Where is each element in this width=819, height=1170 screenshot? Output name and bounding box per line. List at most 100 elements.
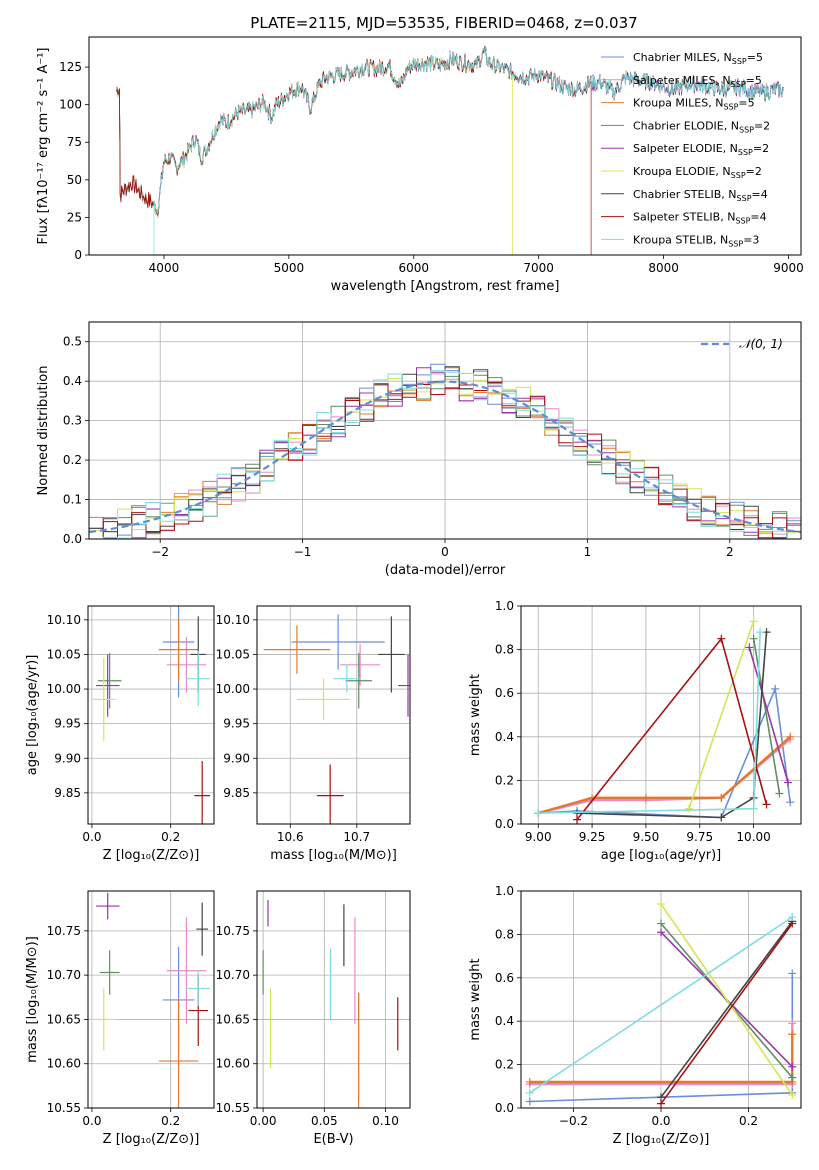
y-axis-label: Flux [fλ10⁻¹⁷ erg cm⁻² s⁻¹ A⁻¹] [36, 48, 51, 245]
x-axis-label: E(B-V) [313, 1132, 353, 1147]
y-tick-label: 0.4 [63, 374, 82, 388]
weight-marker-salpeter_stelib [717, 634, 726, 643]
panel-spectrum: 4000 5000 6000 7000 8000 9000 0 25 50 75 100 125 wav… [36, 36, 804, 294]
weight-marker-kroupa_miles [788, 1030, 797, 1039]
weight-marker-chabrier_miles [786, 798, 795, 807]
y-axis-label: mass weight [468, 958, 483, 1040]
y-tick-label: 10.10 [216, 613, 250, 627]
x-tick-label: 1 [584, 545, 592, 559]
weight-marker-salpeter_elodie [657, 928, 665, 937]
y-tick-label: 10.05 [216, 647, 250, 661]
y-tick-label: 0.4 [495, 1014, 514, 1028]
weight-line-kroupa_miles [537, 735, 791, 815]
weight-marker-kroupa_stelib [749, 804, 758, 813]
weight-line-chabrier_stelib [576, 632, 768, 819]
legend-label-kroupa_miles: Kroupa MILES, NSSP=5 [633, 97, 755, 112]
x-axis-label: Z [log₁₀(Z/Z⊙)] [103, 848, 200, 863]
weight-marker-chabrier_stelib [717, 813, 726, 822]
histogram-chabrier_stelib [89, 366, 801, 539]
y-tick-label: 9.85 [54, 786, 81, 800]
weight-marker-salpeter_stelib [573, 815, 581, 824]
y-tick-label: 0.5 [63, 335, 82, 349]
x-tick-label: 2 [726, 545, 734, 559]
weight-line-salpeter_stelib [660, 923, 793, 1105]
plot-area [116, 44, 784, 255]
weight-marker-chabrier_miles [525, 1097, 534, 1106]
y-tick-label: 1.0 [495, 599, 514, 613]
x-tick-label: 0.0 [82, 1114, 101, 1128]
y-tick-label: 10.55 [47, 1101, 81, 1115]
weight-line-kroupa_elodie [688, 621, 755, 809]
y-tick-label: 0.8 [495, 643, 514, 657]
plot-area [263, 614, 410, 824]
weight-marker-salpeter_stelib [657, 1099, 665, 1108]
spectrum-line-kroupa_stelib [153, 46, 784, 255]
x-tick-label: 7000 [523, 261, 554, 275]
x-axis-label: (data-model)/error [385, 563, 506, 578]
legend-label-chabrier_stelib: Chabrier STELIB, NSSP=4 [633, 188, 768, 203]
weight-marker-chabrier_miles [788, 969, 797, 978]
weight-marker-kroupa_elodie [657, 900, 665, 909]
legend-label-normal: 𝒩(0, 1) [739, 337, 783, 351]
y-tick-label: 75 [67, 135, 82, 149]
x-tick-label: 0.00 [250, 1114, 277, 1128]
y-axis-label: mass [log₁₀(M/M⊙)] [25, 936, 40, 1063]
x-tick-label: 5000 [274, 261, 305, 275]
plot-area [525, 900, 797, 1108]
plot-area [89, 892, 211, 1108]
x-axis-label: wavelength [Angstrom, rest frame] [331, 279, 560, 294]
x-tick-label: 9000 [773, 261, 804, 275]
x-tick-label: −2 [151, 545, 169, 559]
axes-frame [88, 321, 802, 540]
plot-area [262, 899, 399, 1108]
weight-marker-salpeter_elodie [788, 1062, 797, 1071]
y-tick-label: 10.65 [47, 1012, 81, 1026]
plot-area [534, 617, 795, 824]
weight-marker-chabrier_elodie [788, 1073, 797, 1082]
panel-weight_vs_age: 9.00 9.25 9.50 9.75 10.00 0.0 0.2 0.4 0.6 0.8 1.0 a… [468, 599, 802, 863]
y-tick-label: 25 [67, 210, 82, 224]
x-tick-label: 0.0 [651, 1114, 670, 1128]
spectrum-line-kroupa_elodie [116, 47, 513, 255]
weight-marker-chabrier_elodie [657, 919, 665, 928]
weight-marker-salpeter_miles [788, 1019, 797, 1028]
legend-label-salpeter_miles: Salpeter MILES, NSSP=5 [633, 74, 762, 89]
y-tick-label: 10.00 [216, 682, 250, 696]
panel-age_vs_mass: 10.6 10.7 9.85 9.90 9.95 10.00 10.05 10.10 mass … [216, 605, 411, 863]
weight-marker-kroupa_miles [786, 732, 795, 741]
plot-area [89, 363, 801, 539]
weight-marker-kroupa_stelib [525, 1088, 534, 1097]
x-tick-label: 0.05 [311, 1114, 338, 1128]
y-tick-label: 10.75 [47, 924, 81, 938]
y-tick-label: 0.6 [495, 971, 514, 985]
y-tick-label: 0.6 [495, 686, 514, 700]
y-tick-label: 10.65 [216, 1012, 250, 1026]
y-tick-label: 0.2 [63, 453, 82, 467]
y-tick-label: 0.1 [63, 493, 82, 507]
y-tick-label: 10.60 [47, 1057, 81, 1071]
y-tick-label: 0.2 [495, 1058, 514, 1072]
weight-line-chabrier_stelib [660, 920, 793, 1098]
y-tick-label: 9.95 [54, 717, 81, 731]
histogram-kroupa_stelib [89, 370, 801, 539]
x-tick-label: 10.7 [343, 830, 370, 844]
panel-weight_vs_Z: −0.2 0.0 0.2 0.0 0.2 0.4 0.6 0.8 1.0 Z [log₁₀(Z/Z… [468, 884, 802, 1147]
y-tick-label: 9.90 [223, 751, 250, 765]
x-tick-label: −0.2 [559, 1114, 588, 1128]
x-tick-label: 0.2 [739, 1114, 758, 1128]
y-tick-label: 0.3 [63, 414, 82, 428]
y-tick-label: 10.55 [216, 1101, 250, 1115]
x-tick-label: 9.25 [579, 830, 606, 844]
y-tick-label: 10.00 [47, 682, 81, 696]
weight-marker-chabrier_miles [771, 684, 780, 693]
axes-frame [87, 605, 215, 825]
weight-marker-kroupa_elodie [788, 1090, 797, 1099]
x-tick-label: 0.2 [161, 830, 180, 844]
panel-age_vs_Z: 0.0 0.2 9.85 9.90 9.95 10.00 10.05 10.10 Z [log₁… [25, 605, 215, 863]
legend-label-salpeter_stelib: Salpeter STELIB, NSSP=4 [633, 211, 767, 226]
y-tick-label: 0.0 [495, 817, 514, 831]
weight-marker-kroupa_elodie [685, 804, 693, 813]
axes-frame [256, 890, 411, 1109]
y-tick-label: 1.0 [495, 884, 514, 898]
x-tick-label: 0.10 [372, 1114, 399, 1128]
